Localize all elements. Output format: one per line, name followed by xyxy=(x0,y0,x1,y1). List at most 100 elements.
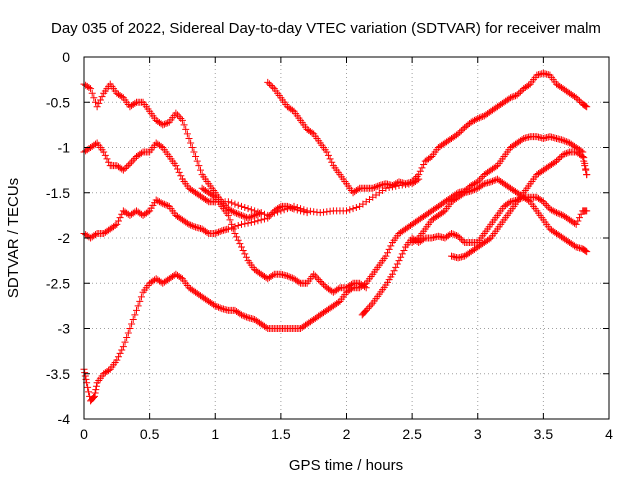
data-point xyxy=(185,134,193,142)
data-point xyxy=(328,158,336,166)
data-point xyxy=(347,280,355,288)
data-point xyxy=(137,293,145,301)
data-point xyxy=(196,166,204,174)
data-point xyxy=(254,208,262,216)
data-point xyxy=(385,245,393,253)
data-point xyxy=(469,186,477,194)
data-point xyxy=(564,138,572,146)
data-point xyxy=(111,222,119,230)
data-point xyxy=(369,184,377,192)
data-point xyxy=(516,88,524,96)
data-point xyxy=(564,149,572,157)
data-point xyxy=(244,219,252,227)
y-tick-label: -3 xyxy=(58,321,71,337)
data-point xyxy=(175,168,183,176)
data-point xyxy=(397,253,405,261)
data-point xyxy=(190,222,198,230)
data-point xyxy=(553,157,560,165)
series-arc-3 xyxy=(80,196,311,242)
data-point xyxy=(192,153,200,161)
data-point xyxy=(236,240,244,248)
data-point xyxy=(541,200,549,208)
data-point xyxy=(479,172,487,180)
data-point xyxy=(88,89,96,97)
y-tick-label: -2.5 xyxy=(46,275,70,291)
data-point xyxy=(287,273,295,281)
data-point xyxy=(164,119,172,127)
data-point xyxy=(288,106,296,114)
data-point xyxy=(559,136,567,144)
data-point xyxy=(241,312,249,320)
data-point xyxy=(449,230,457,238)
data-point xyxy=(459,190,467,198)
data-point xyxy=(113,356,121,364)
data-point xyxy=(87,85,95,93)
data-point xyxy=(475,176,483,184)
data-point xyxy=(152,196,160,204)
data-point xyxy=(505,95,513,103)
data-point xyxy=(265,212,273,220)
data-point xyxy=(174,165,182,173)
data-point xyxy=(129,156,137,164)
data-point xyxy=(242,313,250,321)
data-point xyxy=(85,388,93,396)
data-point xyxy=(457,127,465,135)
data-point xyxy=(113,220,121,228)
data-point xyxy=(411,174,419,182)
data-point xyxy=(574,217,582,225)
data-point xyxy=(343,207,350,215)
data-point xyxy=(236,211,244,219)
data-point xyxy=(382,252,390,260)
data-point xyxy=(131,154,139,162)
data-point xyxy=(553,209,560,217)
data-point xyxy=(269,209,277,217)
data-point xyxy=(362,306,370,314)
data-point xyxy=(257,209,265,217)
data-point xyxy=(315,276,323,284)
data-point xyxy=(508,93,516,101)
data-point xyxy=(100,148,108,156)
data-point xyxy=(236,310,244,318)
data-point xyxy=(288,274,296,282)
data-point xyxy=(131,99,139,107)
data-point xyxy=(293,206,301,214)
data-point xyxy=(367,301,375,309)
data-point xyxy=(119,166,127,174)
data-point xyxy=(172,162,180,170)
data-point xyxy=(190,148,198,156)
grid-lines xyxy=(84,57,609,419)
data-point xyxy=(556,210,564,218)
data-point xyxy=(233,233,241,241)
data-point xyxy=(323,148,331,156)
data-point xyxy=(215,303,223,311)
data-point xyxy=(418,164,426,172)
data-point xyxy=(182,125,190,133)
data-point xyxy=(162,201,170,209)
data-point xyxy=(288,204,296,212)
data-point xyxy=(454,232,462,240)
y-tick-label: -0.5 xyxy=(46,94,70,110)
x-tick-label: 0 xyxy=(80,426,88,442)
data-point xyxy=(90,394,98,402)
data-point xyxy=(159,200,167,208)
data-point xyxy=(487,178,495,186)
data-point xyxy=(254,217,262,225)
data-point xyxy=(264,214,272,222)
series-arc-8 xyxy=(408,175,591,256)
data-point xyxy=(413,172,421,180)
data-point xyxy=(416,167,424,175)
data-point xyxy=(354,185,362,193)
data-point xyxy=(238,220,245,228)
data-point xyxy=(554,155,562,163)
data-point xyxy=(172,109,180,117)
data-point xyxy=(91,392,98,400)
data-point xyxy=(439,208,447,216)
data-point xyxy=(557,211,565,219)
data-point xyxy=(513,91,521,99)
data-point xyxy=(264,78,272,86)
data-point xyxy=(346,206,354,214)
data-point xyxy=(234,201,242,209)
data-point xyxy=(318,279,326,287)
data-point xyxy=(228,199,236,207)
data-point xyxy=(574,95,582,103)
